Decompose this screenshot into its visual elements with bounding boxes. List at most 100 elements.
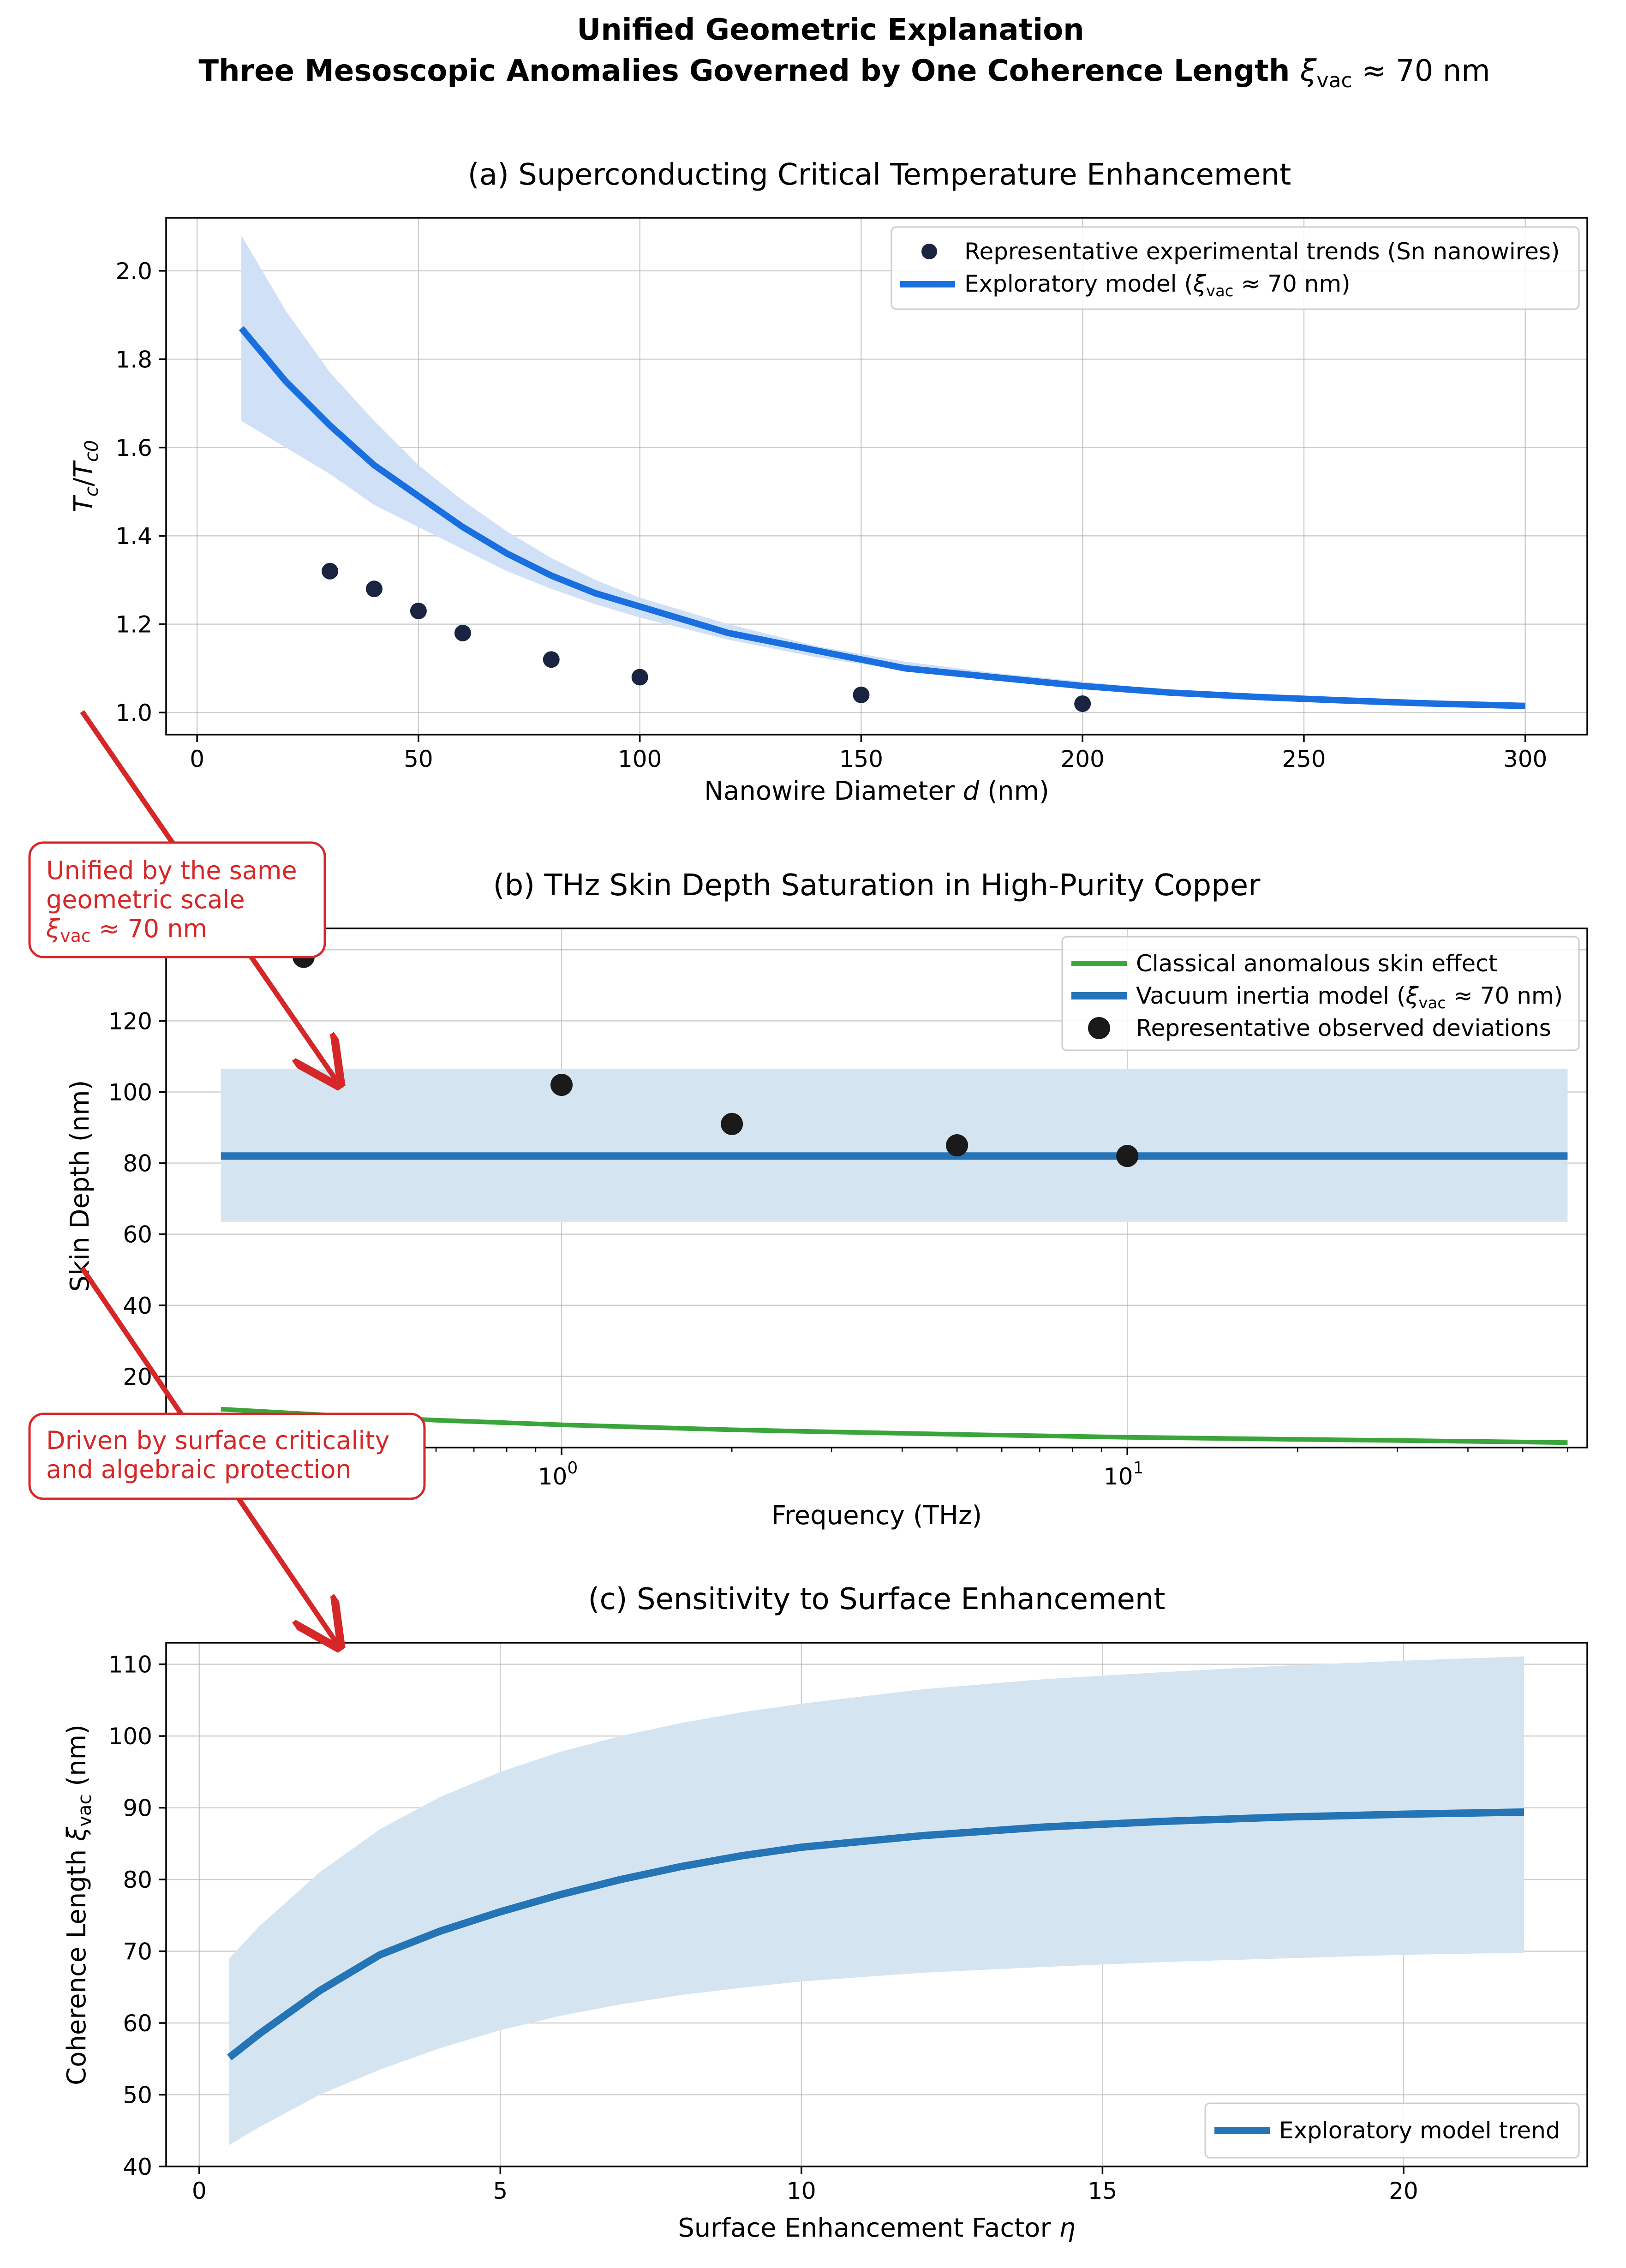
panel-b-legend-box [1061,936,1580,1051]
panel-b-ytick-label: 40 [123,1293,152,1319]
panel-c-xtick-label: 5 [493,2178,508,2204]
panel-c-x-label-text: Surface Enhancement Factor [678,2213,1059,2243]
panel-a-ytick-label: 2.0 [115,258,152,285]
panel-a-x-label-var: d [963,776,980,806]
annotation-1-box [28,841,326,958]
figure-title-xi: ξ [1300,54,1317,88]
panel-b-data-point [1116,1145,1139,1167]
panel-a-y-label: Tc/Tc0 [69,440,102,513]
panel-c-y-label: Coherence Length ξvac (nm) [62,1724,96,2085]
panel-c-legend: Exploratory model trend [1204,2102,1580,2159]
panel-a-legend-model-post: ≈ 70 nm) [1233,270,1350,297]
panel-a-x-ticks: 0 50 100 150 200 250 300 [190,735,1547,772]
panel-a-y-label-T: T [69,495,99,512]
panel-b-legend: Classical anomalous skin effect Vacuum i… [1061,936,1580,1051]
panel-b-ytick-label: 60 [123,1221,152,1248]
panel-b-ytick-label: 100 [108,1079,152,1106]
panel-b-data-point [721,1113,743,1135]
panel-a-xtick-label: 50 [404,746,433,772]
panel-c-y-label-post: (nm) [62,1724,92,1795]
panel-c-y-label-pre: Coherence Length [62,1841,92,2085]
panel-c-xtick-label: 20 [1389,2178,1418,2204]
panel-a-y-label-c0: c0 [81,440,102,462]
panel-b-x-ticks: 100 101 [265,1448,1568,1490]
panel-a-legend-box [891,226,1580,310]
panel-a-legend-model-label: Exploratory model (ξvac ≈ 70 nm) [964,270,1351,300]
panel-b-legend-vacuum-label: Vacuum inertia model (ξvac ≈ 70 nm) [1136,982,1563,1012]
panel-a-experimental-points [322,563,1091,712]
panel-b-legend-vacuum-post: ≈ 70 nm) [1446,982,1563,1009]
annotation-2-line1: Driven by surface criticality [46,1426,389,1455]
annotation-1-line2: geometric scale [46,885,245,914]
panel-a-legend-scatter-label: Representative experimental trends (Sn n… [964,238,1560,265]
panel-c-x-label: Surface Enhancement Factor η [678,2213,1076,2243]
panel-c-ytick-label: 90 [123,1795,152,1822]
figure-title-line1: Unified Geometric Explanation [577,13,1084,47]
panel-b-ytick-label: 80 [123,1150,152,1177]
panel-c: (c) Sensitivity to Surface Enhancement 0… [62,1582,1588,2243]
annotation-1-xi: ξ [46,914,60,943]
panel-b-legend-classical-label: Classical anomalous skin effect [1136,950,1497,977]
panel-a-x-label: Nanowire Diameter d (nm) [704,776,1049,806]
panel-a-data-point [410,602,427,619]
panel-a-model-band [241,235,1525,707]
panel-a-xtick-label: 150 [839,746,883,772]
panel-b-legend-vacuum-xi: ξ [1405,982,1419,1009]
figure-title-suffix: ≈ 70 nm [1352,54,1490,88]
annotation-2: Driven by surface criticality and algebr… [28,1412,426,1500]
panel-c-legend-box [1204,2102,1580,2159]
panel-a-ytick-label: 1.6 [115,435,152,461]
figure-title-line2-text: Three Mesoscopic Anomalies Governed by O… [198,54,1300,88]
panel-b-y-label: Skin Depth (nm) [65,1080,95,1292]
annotation-1-line1: Unified by the same [46,856,297,885]
panel-b-legend-vacuum-pre: Vacuum inertia model ( [1136,982,1405,1009]
panel-a-y-ticks: 1.0 1.2 1.4 1.6 1.8 2.0 [115,258,166,726]
panel-a-data-point [543,651,560,668]
panel-a-legend-scatter-marker [921,244,937,259]
panel-b-xtick-label: 101 [1104,1459,1144,1490]
panel-a-data-point [853,686,870,703]
panel-c-x-ticks: 0 5 10 15 20 [192,2166,1418,2204]
panel-c-model-line [227,1808,1524,2060]
figure-title-line2: Three Mesoscopic Anomalies Governed by O… [198,54,1490,92]
panel-a-y-label-slash: / [69,478,99,486]
figure-title-sub: vac [1316,69,1352,92]
annotation-1: Unified by the same geometric scale ξvac… [28,841,326,958]
panel-c-x-label-var: η [1059,2213,1076,2243]
annotation-2-box [28,1412,426,1500]
panel-a-ytick-label: 1.8 [115,346,152,373]
panel-b-y-ticks: 20406080100120140 [108,937,166,1390]
annotation-1-sub: vac [60,926,91,946]
panel-c-model-band [229,1656,1524,2145]
annotation-2-line2: and algebraic protection [46,1455,352,1484]
panel-a-x-label-unit: (nm) [979,776,1049,806]
panel-a-data-point [365,580,383,598]
panel-b-x-label: Frequency (THz) [771,1501,982,1531]
panel-a-xtick-label: 300 [1503,746,1547,772]
panel-c-xtick-label: 10 [787,2178,816,2204]
panel-a-axes-frame [165,217,1588,736]
panel-c-xtick-label: 0 [192,2178,207,2204]
panel-a-xtick-label: 200 [1060,746,1104,772]
panel-c-ytick-label: 110 [108,1652,152,1678]
panel-c-ytick-label: 40 [123,2154,152,2180]
panel-b-xtick-label: 100 [538,1459,578,1490]
panel-c-ytick-label: 100 [108,1723,152,1750]
panel-a-xtick-label: 100 [618,746,662,772]
panel-a-y-label-T2: T [69,460,99,478]
panel-a-ytick-label: 1.0 [115,700,152,726]
panel-b-ytick-label: 120 [108,1008,152,1035]
panel-a-ytick-label: 1.4 [115,523,152,550]
panel-b-data-point [550,1074,573,1096]
panel-a-legend-model-xi: ξ [1193,270,1207,297]
panel-c-ytick-label: 80 [123,1867,152,1893]
panel-a-title: (a) Superconducting Critical Temperature… [468,158,1291,192]
panel-c-ytick-label: 70 [123,1939,152,1965]
annotation-1-line3: ξvac ≈ 70 nm [46,914,207,946]
panel-a-data-point [454,624,471,641]
panel-a-ytick-label: 1.2 [115,611,152,638]
panel-b-legend-observed-label: Representative observed deviations [1136,1015,1551,1041]
panel-b-data-point [946,1134,968,1157]
panel-a-x-label-text: Nanowire Diameter [704,776,963,806]
